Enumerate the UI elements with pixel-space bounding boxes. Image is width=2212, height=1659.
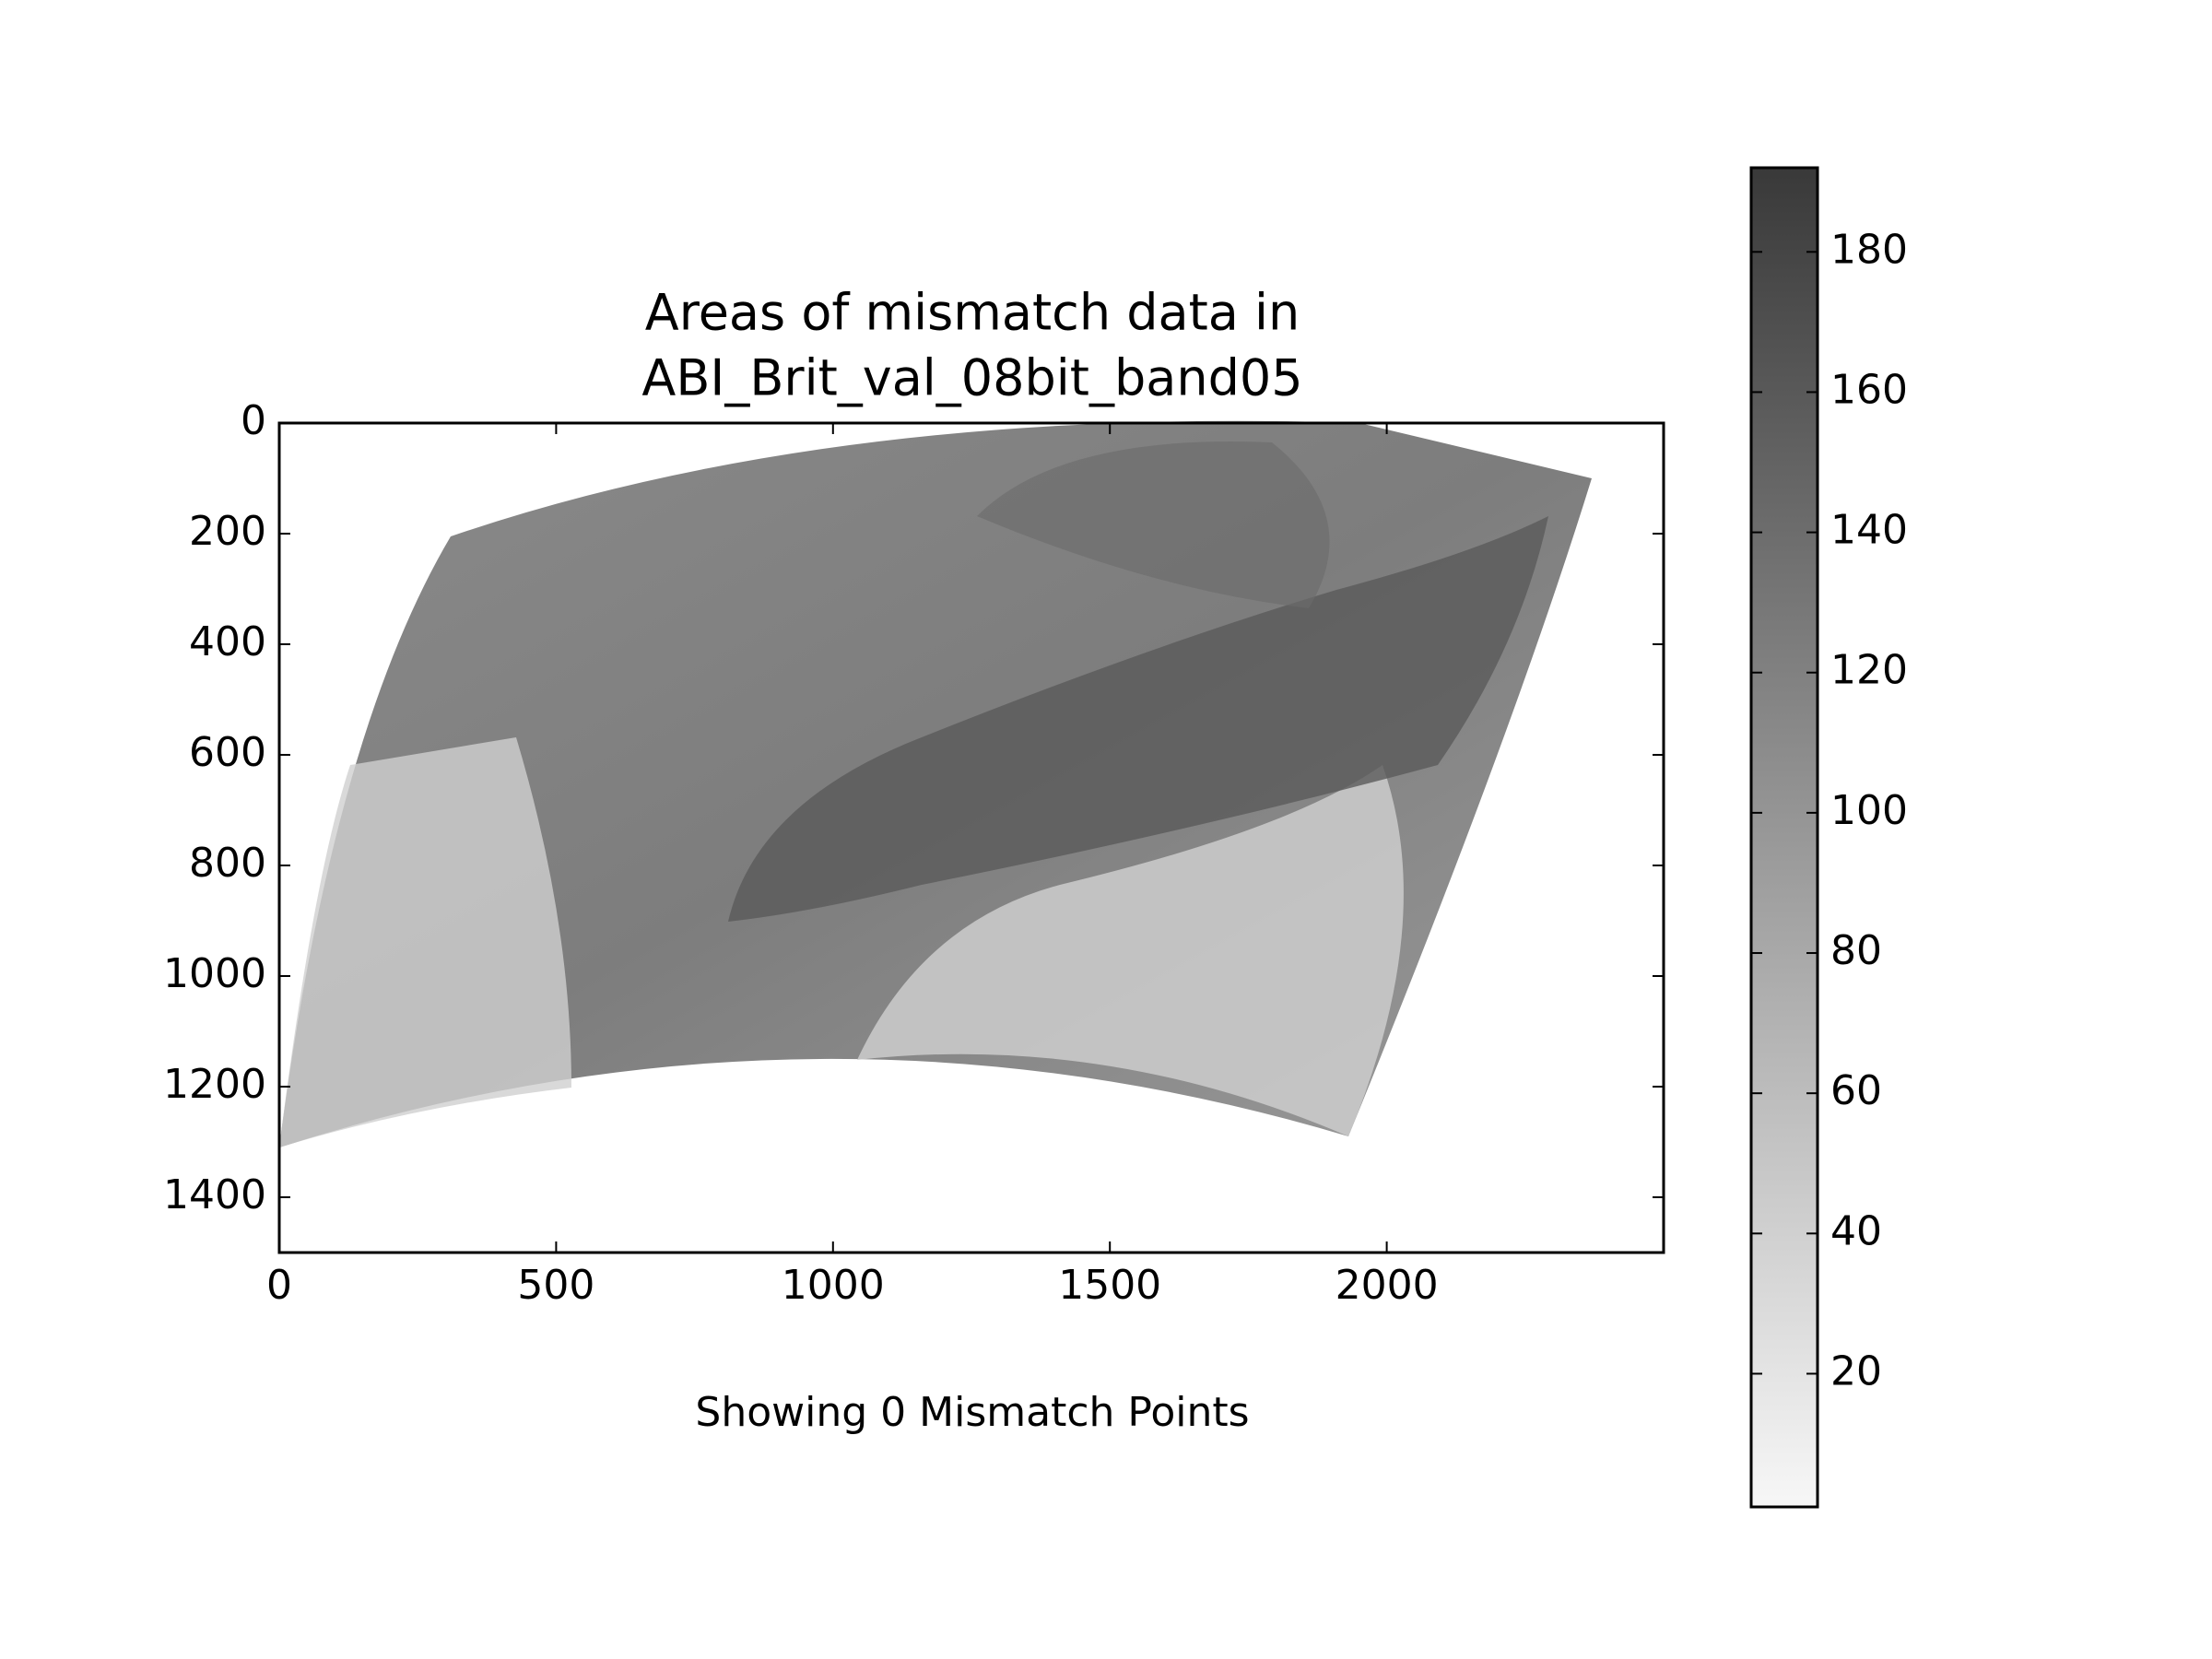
colorbar-tick-label: 180 — [1830, 226, 1908, 273]
colorbar-tick-label: 40 — [1830, 1207, 1882, 1254]
y-tick-label: 1200 — [163, 1061, 266, 1108]
x-tick-label: 1500 — [1058, 1262, 1161, 1309]
colorbar-tick-label: 60 — [1830, 1067, 1882, 1114]
colorbar — [1749, 166, 1819, 1509]
colorbar-tick-label: 120 — [1830, 647, 1908, 694]
image — [279, 420, 1592, 1147]
y-tick-label: 800 — [189, 840, 266, 887]
image-region — [279, 737, 571, 1147]
axes-frame — [277, 421, 1665, 1254]
y-tick-label: 1400 — [163, 1171, 266, 1218]
x-tick-label: 1000 — [782, 1262, 885, 1309]
chart-title: Areas of mismatch data in — [645, 284, 1300, 342]
image-region — [977, 441, 1330, 608]
image-region — [857, 765, 1404, 1136]
y-tick-label: 0 — [241, 397, 266, 444]
chart-title: ABI_Brit_val_08bit_band05 — [641, 349, 1302, 407]
x-tick-label: 0 — [266, 1262, 292, 1309]
x-tick-label: 500 — [517, 1262, 594, 1309]
colorbar-tick-label: 100 — [1830, 787, 1908, 834]
y-tick-label: 400 — [189, 618, 266, 665]
y-tick-label: 600 — [189, 729, 266, 776]
colorbar-tick-label: 80 — [1830, 927, 1882, 974]
y-tick-label: 1000 — [163, 950, 266, 997]
x-axis-label: Showing 0 Mismatch Points — [695, 1389, 1249, 1436]
colorbar-tick-label: 160 — [1830, 366, 1908, 413]
image-region — [728, 516, 1548, 922]
x-tick-label: 2000 — [1335, 1262, 1439, 1309]
y-tick-label: 200 — [189, 508, 266, 555]
colorbar-tick-label: 20 — [1830, 1347, 1882, 1394]
colorbar-tick-label: 140 — [1830, 507, 1908, 554]
